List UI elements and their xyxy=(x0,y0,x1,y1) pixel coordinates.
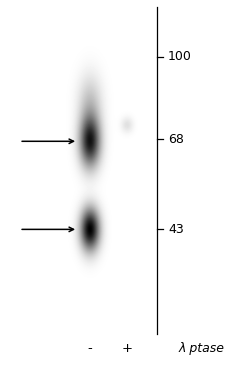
Text: +: + xyxy=(122,342,133,355)
Text: 100: 100 xyxy=(168,50,192,63)
Text: λ ptase: λ ptase xyxy=(179,342,225,355)
Text: 43: 43 xyxy=(168,223,184,236)
Text: 68: 68 xyxy=(168,133,184,146)
Text: -: - xyxy=(88,342,92,355)
